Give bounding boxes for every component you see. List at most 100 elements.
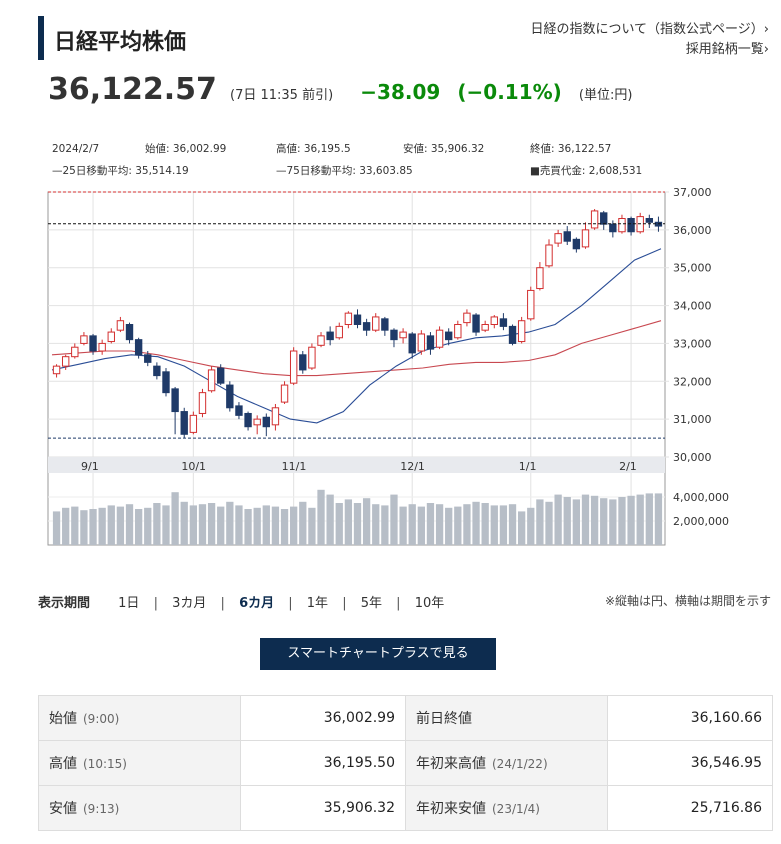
period-6m[interactable]: 6カ月	[239, 596, 275, 611]
y-axis-labels: 37,000 36,000 35,000 34,000 33,000 32,000 31,0…	[673, 186, 712, 464]
candle-down	[381, 318, 389, 331]
candle-up	[71, 346, 79, 358]
volume-bar	[654, 493, 663, 545]
candle-up	[399, 331, 407, 339]
ma25-line	[51, 248, 662, 424]
period-10y[interactable]: 10年	[414, 596, 445, 611]
candle-down	[426, 335, 435, 350]
volume-bar	[481, 503, 489, 545]
volume-bar	[527, 507, 535, 545]
prev-close-label: 前日終値	[416, 711, 472, 727]
candlesticks	[52, 209, 663, 439]
volume-axis-labels: 4,000,000 2,000,000	[673, 491, 729, 528]
volume-bar	[508, 504, 517, 545]
volume-bar	[89, 509, 97, 545]
volume-bar	[180, 501, 188, 545]
volume-bar	[417, 506, 425, 545]
volume-bar	[107, 505, 115, 545]
period-separator: |	[288, 596, 293, 611]
volume-bar	[253, 507, 261, 545]
volume-bar	[244, 509, 252, 545]
ytd-low-date: (23/1/4)	[492, 802, 540, 816]
candle-down	[445, 331, 453, 341]
smart-chart-button[interactable]: スマートチャートプラスで見る	[260, 638, 496, 670]
volume-bar	[563, 497, 571, 545]
volume-bar	[299, 501, 307, 545]
low-value: 35,906.32	[240, 785, 406, 831]
candle-down	[226, 384, 234, 409]
candle-up	[545, 244, 553, 267]
table-row: 安値 (9:13) 35,906.32 年初来安値 (23/1/4) 25,716.…	[38, 785, 773, 831]
moving-averages	[51, 248, 662, 424]
volume-bar	[435, 504, 444, 545]
candle-down	[180, 411, 188, 435]
prev-close-label-cell: 前日終値	[405, 695, 608, 741]
candle-down	[408, 333, 416, 354]
volume-bar	[217, 506, 225, 545]
volume-bar	[463, 504, 471, 545]
period-1d[interactable]: 1日	[118, 596, 140, 611]
volume-bar	[262, 505, 270, 545]
ytd-high-value: 36,546.95	[607, 740, 773, 786]
constituents-link[interactable]: 採用銘柄一覧›	[685, 42, 769, 57]
info-open: 始値: 36,002.99	[145, 142, 226, 155]
candle-down	[134, 339, 143, 356]
info-date: 2024/2/7	[52, 143, 99, 155]
x-tick-label: 10/1	[181, 460, 206, 473]
candle-up	[490, 316, 498, 326]
volume-bar	[280, 509, 289, 545]
volume-bar	[636, 494, 644, 545]
index-about-link[interactable]: 日経の指数について（指数公式ページ）›	[530, 22, 769, 37]
open-label: 始値	[49, 711, 77, 727]
candle-up	[52, 365, 61, 375]
volume-bar	[308, 507, 316, 545]
volume-bars	[52, 489, 663, 545]
volume-bar	[518, 511, 526, 545]
price-chart[interactable]: 2024/2/7 始値: 36,002.99 高値: 36,195.5 安値: …	[0, 130, 781, 560]
ytd-high-label: 年初来高値	[416, 756, 486, 772]
volume-bar	[390, 494, 398, 545]
page-title: 日経平均株価	[54, 30, 187, 55]
candle-up	[80, 335, 88, 344]
chart-frame	[47, 191, 666, 546]
low-time: (9:13)	[83, 802, 120, 816]
info-ma75: —75日移動平均: 33,603.85	[276, 164, 413, 177]
volume-bar	[189, 505, 197, 545]
period-separator: |	[342, 596, 347, 611]
prev-close-value: 36,160.66	[607, 695, 773, 741]
y-tick-label: 30,000	[673, 451, 712, 464]
info-volume: ■売買代金: 2,608,531	[530, 164, 642, 177]
high-label: 高値	[49, 756, 77, 772]
candle-up	[372, 316, 380, 331]
volume-bar	[317, 489, 325, 545]
volume-bar	[153, 503, 161, 545]
candle-down	[499, 318, 508, 327]
volume-bar	[171, 492, 179, 545]
info-ma25: —25日移動平均: 35,514.19	[52, 164, 189, 177]
price-change: −38.09	[360, 80, 441, 104]
x-tick-label: 9/1	[81, 460, 99, 473]
period-5y[interactable]: 5年	[360, 596, 383, 611]
candle-up	[590, 210, 599, 229]
ytd-high-label-cell: 年初来高値 (24/1/22)	[405, 740, 608, 786]
price-change-percent: (−0.11%)	[457, 80, 562, 104]
candle-up	[98, 342, 106, 352]
period-3m[interactable]: 3カ月	[172, 596, 207, 611]
candle-down	[326, 331, 334, 341]
y-tick-label: 34,000	[673, 300, 712, 313]
y-tick-label: 33,000	[673, 337, 712, 350]
high-time: (10:15)	[83, 757, 127, 771]
open-value: 36,002.99	[240, 695, 406, 741]
candle-up	[107, 331, 115, 343]
candle-up	[618, 218, 626, 233]
chart-svg[interactable]: 2024/2/7 始値: 36,002.99 高値: 36,195.5 安値: …	[0, 130, 781, 560]
quote-summary: 36,122.57 (7日 11:35 前引) −38.09 (−0.11%) …	[48, 72, 632, 112]
candle-up	[581, 229, 590, 248]
volume-bar	[609, 499, 617, 545]
low-label-cell: 安値 (9:13)	[38, 785, 241, 831]
period-1y[interactable]: 1年	[306, 596, 329, 611]
volume-bar	[198, 504, 207, 545]
volume-bar	[116, 506, 125, 545]
volume-bar	[226, 501, 234, 545]
volume-bar	[162, 505, 170, 545]
